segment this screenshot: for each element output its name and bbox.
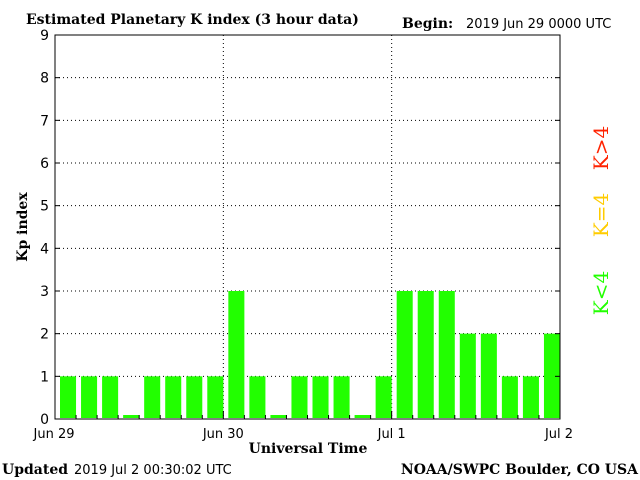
y-tick-label: 8 <box>40 71 49 87</box>
kp-bar <box>312 376 329 418</box>
kp-bar <box>438 291 455 418</box>
x-axis-label: Universal Time <box>249 441 368 457</box>
y-tick-label: 5 <box>40 199 49 215</box>
kp-bar <box>144 376 161 418</box>
source-credit: NOAA/SWPC Boulder, CO USA <box>401 462 639 478</box>
kp-bar <box>417 291 434 418</box>
updated-value: 2019 Jul 2 00:30:02 UTC <box>74 463 232 478</box>
y-tick-label: 6 <box>40 156 49 172</box>
kp-bar <box>228 291 245 418</box>
kp-bar <box>165 376 182 418</box>
kp-bar <box>396 291 413 418</box>
kp-bar <box>249 376 266 418</box>
y-axis-ticks: 0 1 2 3 4 5 6 7 8 9 <box>40 28 560 428</box>
x-day-label: Jun 29 <box>33 427 75 442</box>
y-tick-label: 9 <box>40 28 49 44</box>
x-day-label: Jul 1 <box>377 427 406 442</box>
chart-title: Estimated Planetary K index (3 hour data… <box>26 12 359 28</box>
kp-bar <box>102 376 119 418</box>
y-tick-label: 7 <box>40 113 49 129</box>
kp-bar <box>480 333 497 418</box>
y-tick-label: 4 <box>40 241 49 257</box>
updated-label: Updated <box>2 462 68 478</box>
kp-bar <box>333 376 350 418</box>
kp-bar <box>459 333 476 418</box>
kp-bar <box>501 376 518 418</box>
x-axis-ticks: Jun 29 Jun 30 Jul 1 Jul 2 <box>33 411 573 442</box>
kp-bar <box>543 333 560 418</box>
kp-bar <box>354 415 371 418</box>
legend-k-below-4: K<4 <box>589 271 613 315</box>
kp-bar <box>123 415 140 418</box>
kp-bar <box>60 376 77 418</box>
kp-bar <box>186 376 203 418</box>
kp-bar <box>207 376 224 418</box>
kp-bar <box>291 376 308 418</box>
kp-bar <box>522 376 539 418</box>
y-tick-label: 1 <box>40 369 49 385</box>
y-tick-label: 2 <box>40 327 49 343</box>
legend-k-above-4: K>4 <box>589 126 613 170</box>
kp-bar <box>270 415 287 418</box>
y-tick-label: 3 <box>40 284 49 300</box>
x-day-label: Jun 30 <box>202 427 244 442</box>
y-axis-label: Kp index <box>15 192 31 262</box>
y-tick-label: 0 <box>40 412 49 428</box>
begin-label: Begin: <box>402 16 453 32</box>
bars <box>60 291 560 418</box>
x-day-label: Jul 2 <box>544 427 573 442</box>
kp-bar <box>375 376 392 418</box>
kp-bar <box>81 376 98 418</box>
begin-value: 2019 Jun 29 0000 UTC <box>466 17 611 32</box>
legend-k-equal-4: K=4 <box>589 193 613 237</box>
